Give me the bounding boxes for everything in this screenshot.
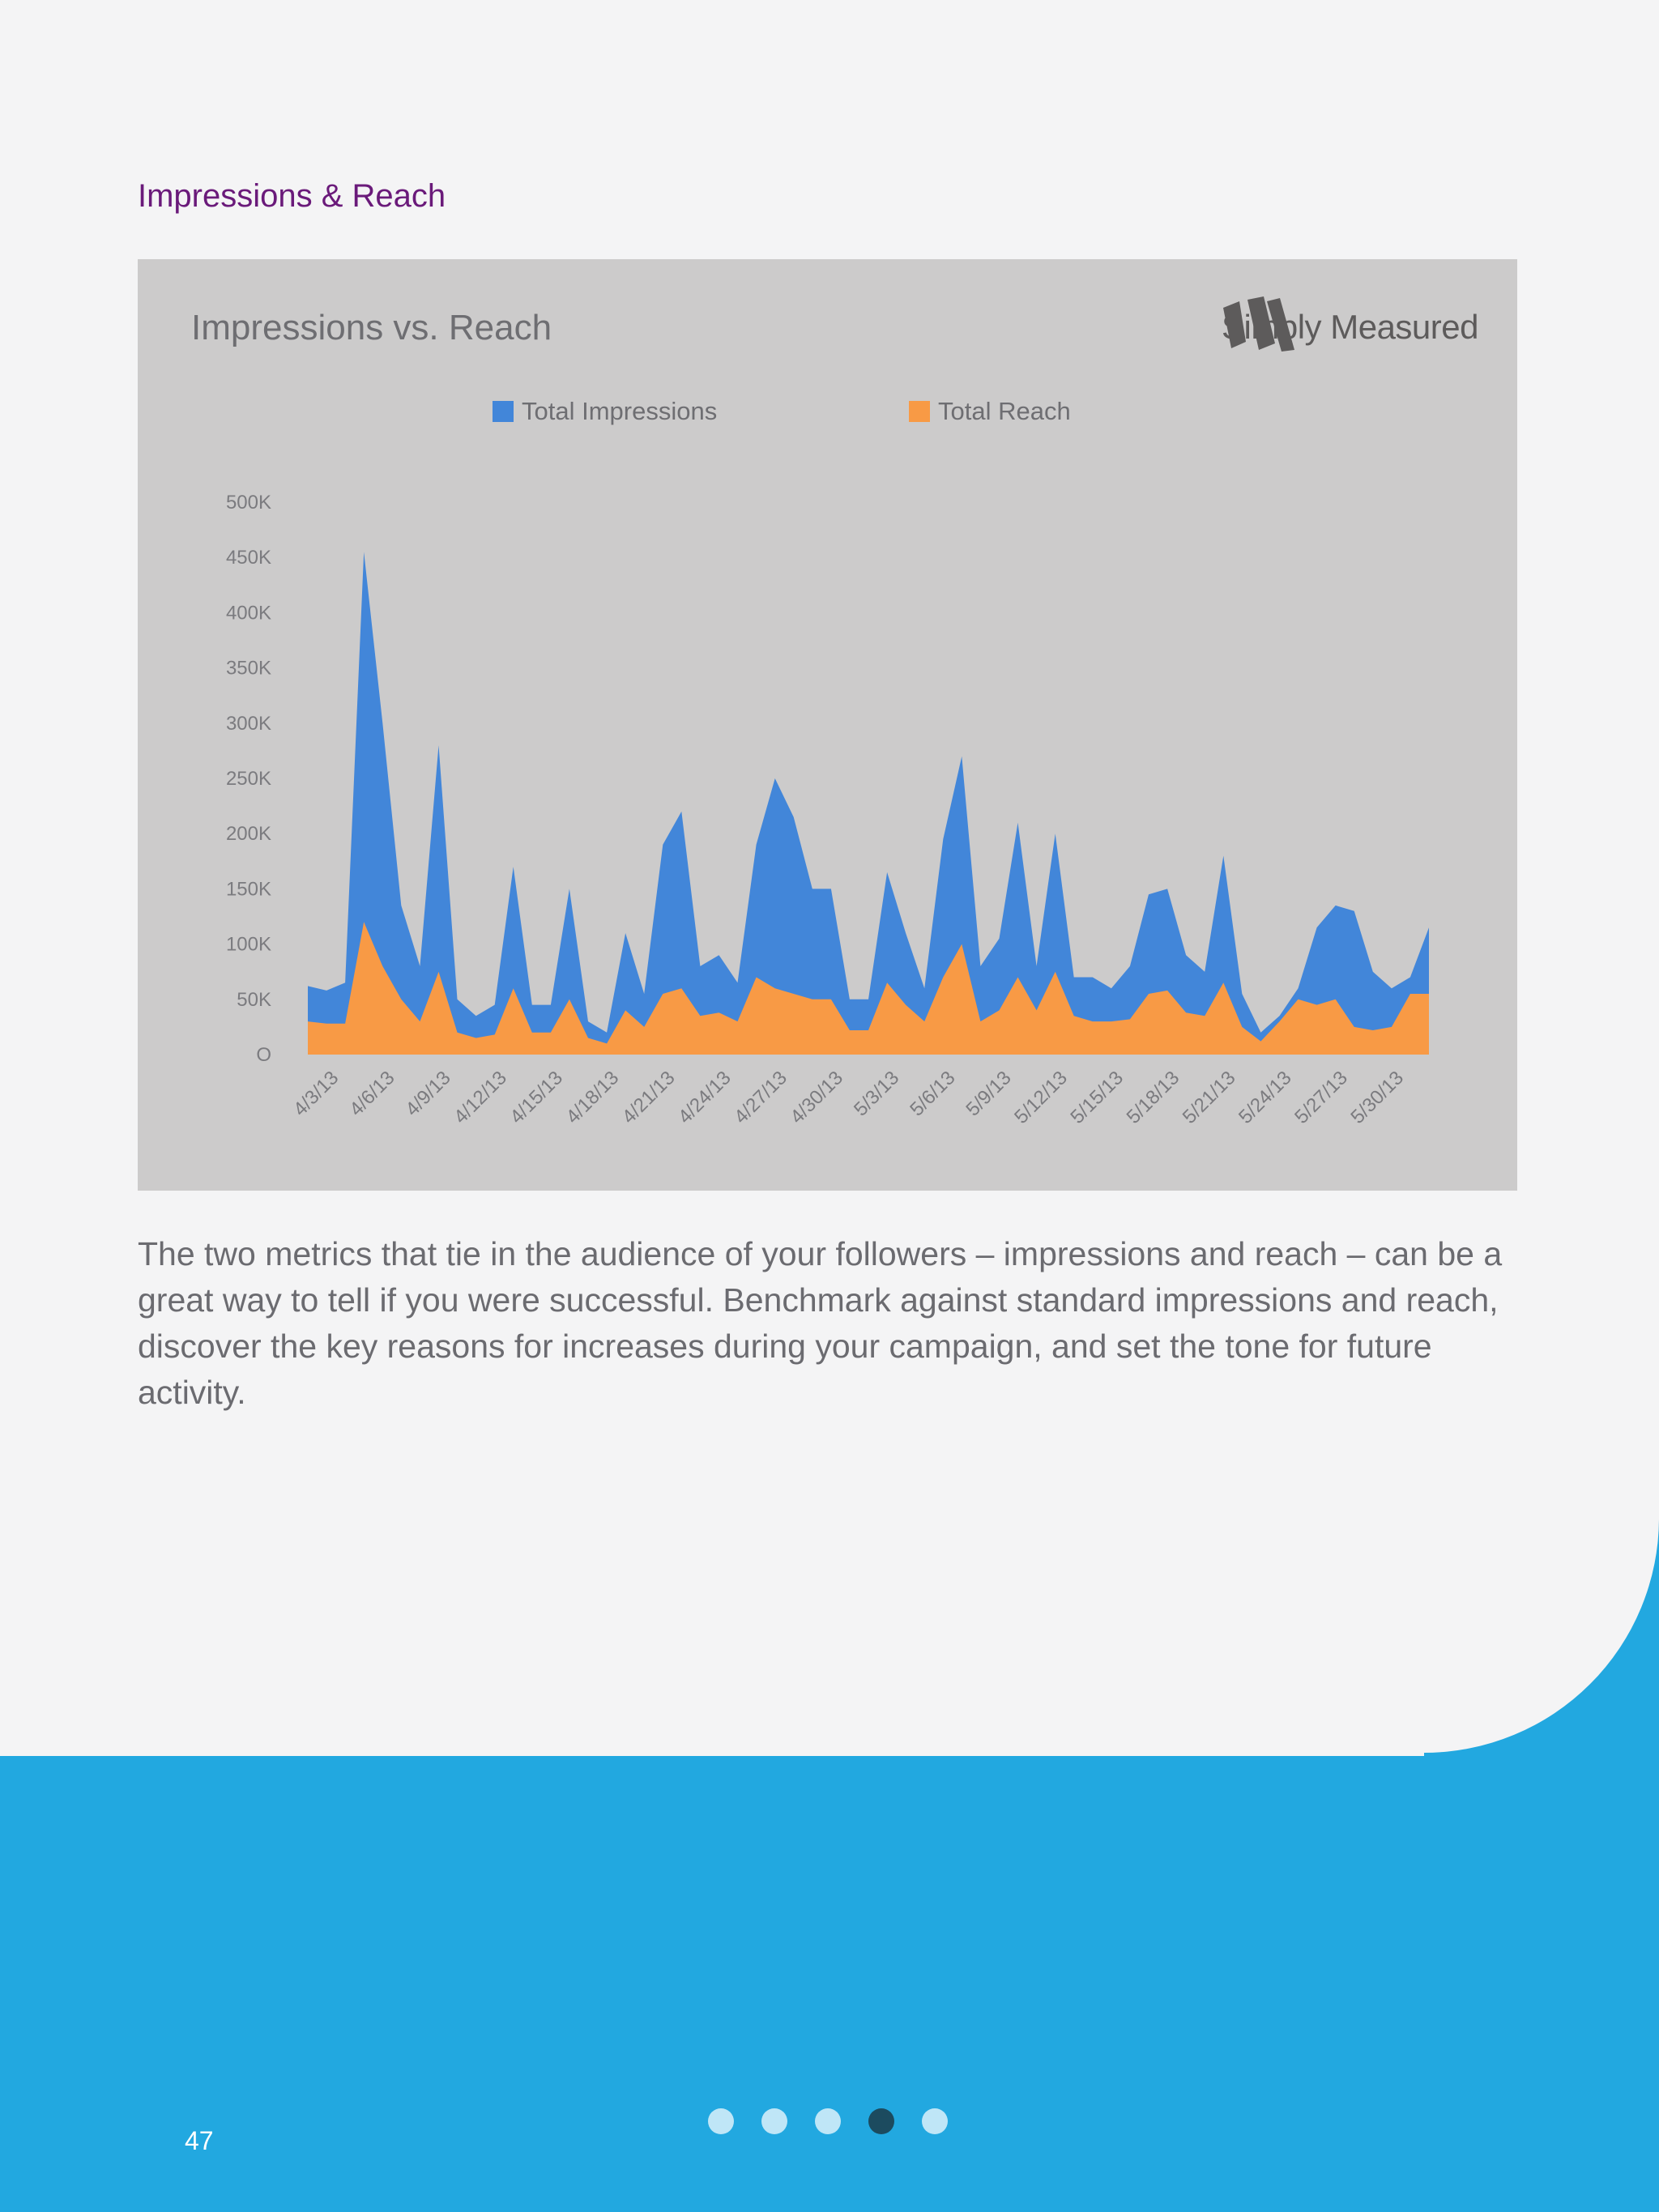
x-tick-label: 4/9/13 [401, 1067, 454, 1120]
x-tick-label: 5/3/13 [850, 1067, 903, 1120]
impressions-reach-chart: O 50K 100K 150K 200K 250K 300K 350K 400K 450K 500K… [226, 492, 1429, 1128]
x-tick-label: 4/15/13 [505, 1067, 567, 1128]
y-tick-label: 450K [226, 547, 271, 569]
page-dot[interactable] [922, 2108, 948, 2134]
y-tick-label: 100K [226, 934, 271, 956]
y-tick-label: O [256, 1044, 271, 1066]
y-tick-label: 200K [226, 823, 271, 845]
x-axis-ticks: 4/3/13 4/6/13 4/9/134/12/134/15/134/18/134… [289, 1067, 1408, 1128]
x-tick-label: 5/12/13 [1010, 1067, 1072, 1128]
x-tick-label: 5/27/13 [1290, 1067, 1352, 1128]
x-tick-label: 5/24/13 [1235, 1067, 1296, 1128]
impressions-area [308, 552, 1429, 1055]
legend-swatch-impressions [493, 401, 514, 422]
x-tick-label: 4/3/13 [289, 1067, 343, 1120]
x-tick-label: 5/6/13 [906, 1067, 959, 1120]
body-paragraph: The two metrics that tie in the audience… [138, 1235, 1503, 1411]
page-dot[interactable] [761, 2108, 787, 2134]
legend-swatch-reach [909, 401, 930, 422]
corner-accent [1424, 1519, 1659, 1756]
x-tick-label: 5/30/13 [1346, 1067, 1408, 1128]
x-tick-label: 5/9/13 [962, 1067, 1015, 1120]
y-tick-label: 500K [226, 492, 271, 514]
chart-panel: Impressions vs. Reach Simply Measured To… [138, 259, 1517, 1191]
x-tick-label: 5/18/13 [1123, 1067, 1184, 1128]
x-tick-label: 4/18/13 [562, 1067, 624, 1128]
y-tick-label: 50K [237, 989, 271, 1011]
y-tick-label: 250K [226, 768, 271, 790]
x-tick-label: 4/24/13 [674, 1067, 736, 1128]
brand-logo: Simply Measured [1222, 296, 1478, 358]
section-heading: Impressions & Reach [138, 178, 446, 214]
x-tick-label: 4/30/13 [786, 1067, 847, 1128]
x-tick-label: 4/21/13 [618, 1067, 680, 1128]
legend-label-impressions: Total Impressions [522, 397, 718, 425]
chart-title: Impressions vs. Reach [191, 308, 552, 347]
y-tick-label: 300K [226, 713, 271, 735]
x-tick-label: 4/12/13 [450, 1067, 511, 1128]
page-indicator [708, 2108, 948, 2134]
x-tick-label: 5/15/13 [1066, 1067, 1128, 1128]
legend-reach: Total Reach [909, 397, 1071, 426]
x-tick-label: 4/6/13 [345, 1067, 399, 1120]
page-dot[interactable] [815, 2108, 841, 2134]
x-tick-label: 5/21/13 [1179, 1067, 1240, 1128]
y-axis-ticks: O 50K 100K 150K 200K 250K 300K 350K 400K 450K 500K [226, 492, 271, 1066]
page-dot[interactable] [868, 2108, 894, 2134]
legend-impressions: Total Impressions [493, 397, 717, 426]
reach-area [308, 922, 1429, 1055]
y-tick-label: 350K [226, 658, 271, 680]
footer-band [0, 1756, 1659, 2212]
legend-label-reach: Total Reach [938, 397, 1071, 425]
y-tick-label: 150K [226, 878, 271, 900]
y-tick-label: 400K [226, 602, 271, 624]
simply-measured-logo-icon [1223, 296, 1295, 352]
x-tick-label: 4/27/13 [730, 1067, 791, 1128]
page-number: 47 [185, 2126, 214, 2155]
page-dot[interactable] [708, 2108, 734, 2134]
